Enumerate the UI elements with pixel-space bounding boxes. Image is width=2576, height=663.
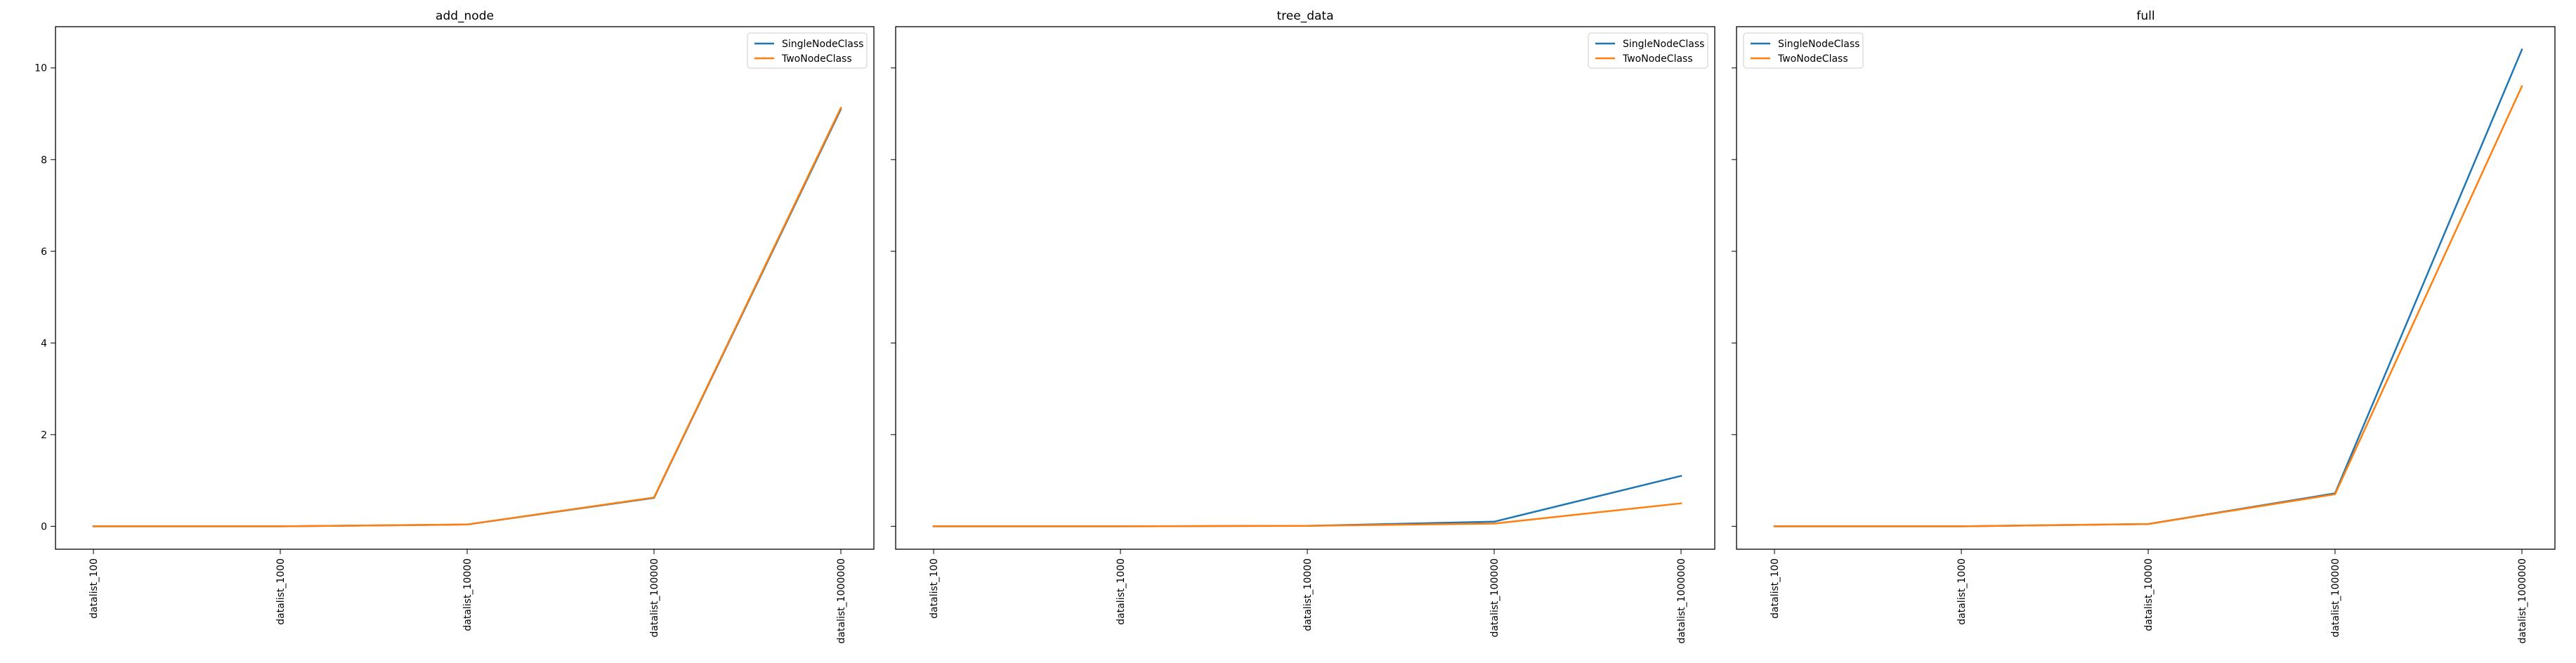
legend-box	[1743, 32, 1864, 69]
chart-panel-full: full datalist_100 datalist_1000 datalist_10…	[1732, 9, 2556, 643]
legend-box	[1588, 32, 1708, 69]
y-tick-label: 0	[41, 521, 47, 532]
x-tick-label: datalist_1000000	[2517, 558, 2528, 643]
legend: SingleNodeClass TwoNodeClass	[1588, 32, 1708, 69]
x-tick-label: datalist_1000000	[836, 558, 847, 643]
legend-label: SingleNodeClass	[782, 39, 863, 50]
legend-label: TwoNodeClass	[1777, 53, 1848, 65]
plot-area-frame	[55, 26, 875, 550]
legend: SingleNodeClass TwoNodeClass	[747, 32, 868, 69]
x-tick-label: datalist_100	[1770, 558, 1781, 619]
y-tick-label: 4	[41, 338, 47, 349]
legend-label: TwoNodeClass	[1622, 53, 1693, 65]
x-tick-label: datalist_100	[89, 558, 100, 619]
plot-area-frame	[895, 26, 1715, 550]
x-tick-label: datalist_100000	[1489, 558, 1501, 638]
chart-panel-tree-data: tree_data datalist_100 datalist_1000 datali…	[891, 9, 1715, 643]
legend-box	[747, 32, 868, 69]
series-line-twonodeclass	[92, 106, 842, 527]
legend-label: SingleNodeClass	[1778, 39, 1859, 50]
chart-title: full	[2136, 9, 2155, 23]
y-tick-label: 8	[41, 155, 47, 166]
legend: SingleNodeClass TwoNodeClass	[1743, 32, 1864, 69]
series-line-twonodeclass	[932, 502, 1682, 527]
x-tick-label: datalist_100	[929, 558, 940, 619]
x-tick-label: datalist_1000	[1116, 558, 1127, 625]
y-tick-label: 2	[41, 430, 47, 441]
x-tick-label: datalist_100000	[2330, 558, 2341, 638]
legend-label: TwoNodeClass	[781, 53, 852, 65]
x-tick-label: datalist_10000	[2143, 558, 2155, 631]
chart-panel-add-node: add_node 0 2 4 6 8 10 datalist_100 datalist_1000…	[34, 9, 875, 643]
y-tick-label: 10	[34, 63, 47, 74]
x-tick-label: datalist_1000	[1956, 558, 1968, 625]
legend-label: SingleNodeClass	[1623, 39, 1704, 50]
y-tick-label: 6	[41, 247, 47, 258]
x-tick-label: datalist_100000	[649, 558, 660, 638]
x-tick-label: datalist_1000000	[1676, 558, 1687, 643]
chart-title: tree_data	[1277, 9, 1334, 23]
chart-title: add_node	[436, 9, 494, 23]
x-tick-label: datalist_10000	[1302, 558, 1314, 631]
x-tick-label: datalist_10000	[462, 558, 473, 631]
plot-area-frame	[1736, 26, 2556, 550]
x-tick-label: datalist_1000	[275, 558, 287, 625]
series-line-twonodeclass	[1773, 85, 2523, 527]
